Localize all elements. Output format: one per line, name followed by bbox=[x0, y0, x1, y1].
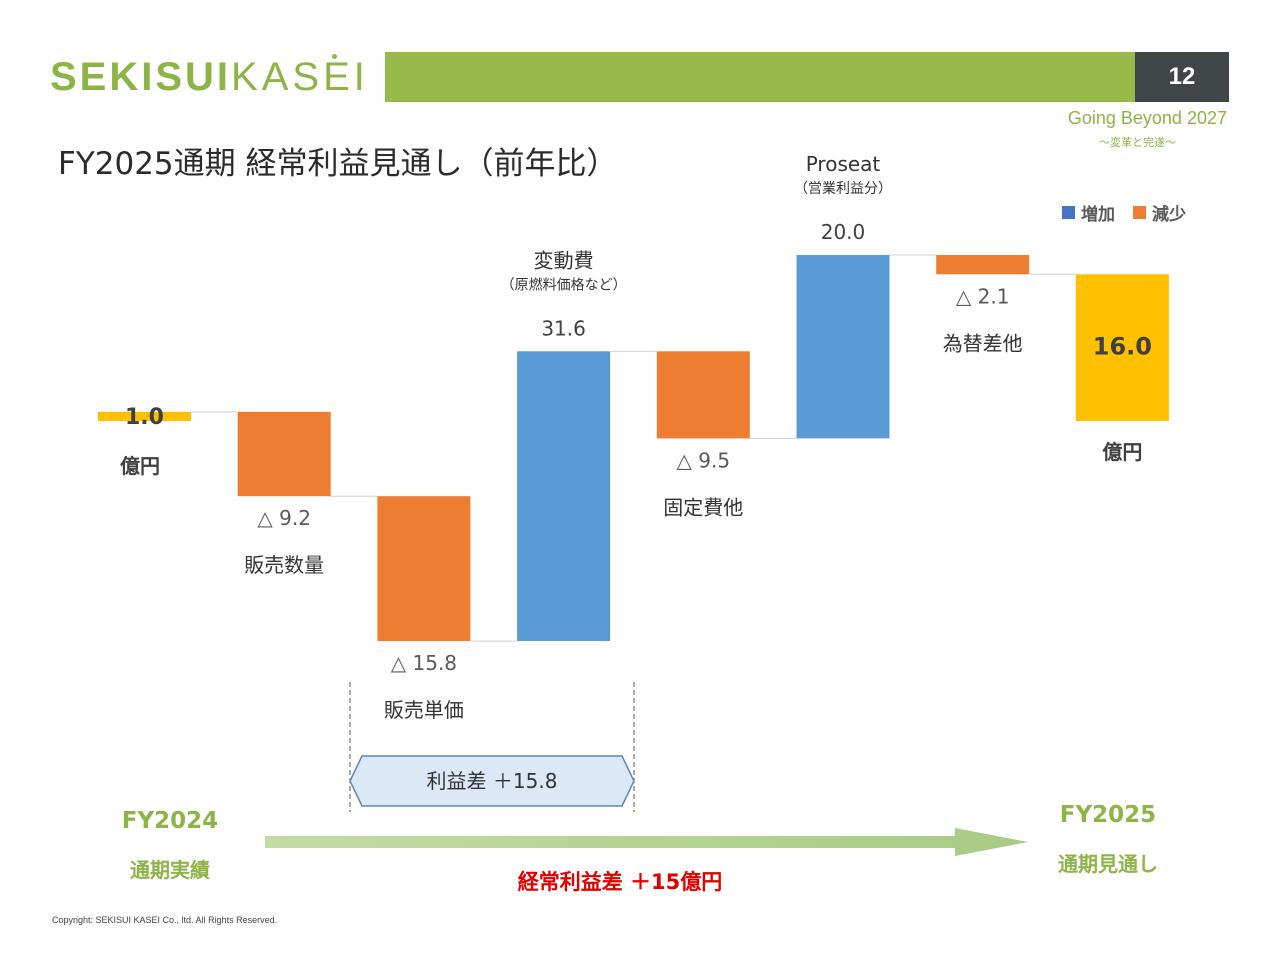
data-label: 20.0 bbox=[821, 220, 866, 244]
logo-dot-icon bbox=[332, 54, 337, 59]
bar-total bbox=[1075, 274, 1169, 421]
copyright: Copyright: SEKISUI KASEI Co., ltd. All R… bbox=[52, 915, 278, 925]
bar-decrease bbox=[377, 496, 471, 642]
total-difference: 経常利益差 ＋15億円 bbox=[517, 870, 723, 894]
category-label: Proseat bbox=[806, 152, 881, 176]
bar-increase bbox=[796, 255, 890, 439]
category-label: 販売数量 bbox=[244, 553, 324, 577]
logo-bold-text: SEKISUI bbox=[50, 55, 232, 99]
data-label: 16.0 bbox=[1093, 332, 1152, 360]
legend-increase-swatch bbox=[1062, 206, 1075, 219]
unit-label: 億円 bbox=[1102, 440, 1142, 464]
bar-decrease bbox=[656, 351, 750, 439]
data-label: △ 15.8 bbox=[391, 651, 457, 675]
company-logo: SEKISUIKASEI bbox=[50, 55, 369, 100]
fy2025-label: FY2025 bbox=[1059, 802, 1157, 828]
legend-decrease-label: 減少 bbox=[1152, 205, 1186, 225]
legend-increase-label: 増加 bbox=[1081, 205, 1115, 225]
chart-legend: 増加 減少 bbox=[1062, 200, 1186, 225]
tagline-sub: ～変革と完遂～ bbox=[1099, 136, 1176, 149]
data-label: △ 2.1 bbox=[956, 284, 1010, 308]
fy2024-label: FY2024 bbox=[121, 808, 219, 834]
category-label: 販売単価 bbox=[384, 698, 464, 722]
data-label: △ 9.2 bbox=[257, 506, 311, 530]
bar-decrease bbox=[237, 411, 331, 497]
data-label: 31.6 bbox=[541, 316, 586, 340]
bar-decrease bbox=[936, 255, 1030, 275]
category-label: 固定費他 bbox=[663, 495, 743, 519]
bracket-arrow bbox=[349, 755, 635, 807]
bar-increase bbox=[517, 351, 611, 642]
header-bar bbox=[385, 52, 1135, 102]
fy2024-sublabel: 通期実績 bbox=[130, 858, 210, 882]
category-label: 為替差他 bbox=[943, 331, 1023, 355]
fy2025-sublabel: 通期見通し bbox=[1058, 852, 1158, 876]
tagline: Going Beyond 2027 bbox=[1067, 108, 1227, 128]
category-sublabel: （原燃料価格など） bbox=[501, 276, 627, 293]
category-label: 変動費 bbox=[534, 248, 594, 272]
category-sublabel: （営業利益分） bbox=[794, 181, 892, 197]
unit-label: 億円 bbox=[120, 454, 160, 478]
page-title: FY2025通期 経常利益見通し（前年比） bbox=[58, 146, 618, 182]
legend-decrease-swatch bbox=[1133, 206, 1146, 219]
timeline-arrow bbox=[265, 828, 1028, 856]
bar-total bbox=[98, 411, 191, 421]
data-label: 1.0 bbox=[125, 405, 164, 430]
data-label: △ 9.5 bbox=[677, 448, 731, 472]
logo-light-text: KASEI bbox=[231, 55, 369, 99]
page-number: 12 bbox=[1135, 52, 1229, 102]
bracket-label: 利益差 ＋15.8 bbox=[427, 769, 558, 793]
